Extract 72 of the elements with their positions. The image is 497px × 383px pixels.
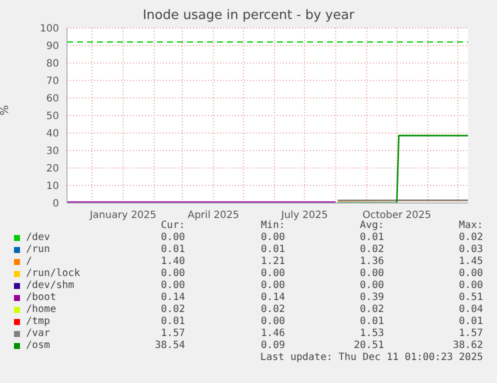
text: 0.00 (260, 268, 285, 279)
x-tick-label: January 2025 (88, 210, 156, 222)
legend-label: /home (26, 304, 56, 315)
text: 0.09 (260, 340, 285, 351)
legend-label: /var (26, 328, 50, 339)
y-axis-title: % (0, 105, 11, 116)
y-tick-label: 10 (46, 181, 59, 192)
text: 1.45 (458, 256, 483, 267)
text: 0.01 (458, 316, 483, 327)
text: 1.40 (160, 256, 185, 267)
legend-label: /dev/shm (26, 280, 74, 291)
text: 0.00 (160, 268, 185, 279)
text: Min: (260, 220, 285, 231)
legend-label: /boot (26, 292, 56, 303)
text: 0.00 (260, 316, 285, 327)
legend-label: /dev (26, 232, 50, 243)
y-tick-label: 0 (52, 198, 59, 210)
text: Avg: (360, 220, 384, 231)
y-tick-label: 70 (46, 76, 59, 88)
text: 1.36 (360, 256, 384, 267)
legend-label: /run/lock (26, 268, 80, 279)
y-tick-label: 80 (46, 58, 59, 70)
y-tick-label: 100 (40, 24, 59, 35)
text: 0.00 (260, 280, 285, 291)
chart-title: Inode usage in percent - by year (142, 8, 356, 23)
text: 0.51 (458, 292, 483, 303)
text: 0.02 (360, 244, 384, 255)
y-tick-label: 60 (46, 94, 59, 105)
text: 0.04 (458, 304, 483, 315)
text: 0.03 (458, 244, 483, 255)
text: 0.00 (160, 232, 185, 243)
text: Last update: Thu Dec 11 01:00:23 2025 (260, 352, 483, 363)
y-tick-label: 90 (46, 41, 59, 52)
text: 1.21 (260, 256, 285, 267)
text: 38.54 (154, 340, 185, 351)
y-tick-label: 20 (46, 164, 59, 175)
y-tick-label: 40 (46, 128, 59, 140)
text: 0.00 (360, 280, 384, 291)
text: Max: (458, 220, 483, 231)
x-tick-label: April 2025 (188, 210, 240, 222)
text: 0.02 (458, 232, 483, 243)
text: 20.51 (354, 340, 384, 351)
legend-label: / (26, 256, 32, 267)
text: 0.01 (160, 316, 185, 327)
text: 0.01 (360, 316, 384, 327)
text: 0.00 (260, 232, 285, 243)
x-tick-label: July 2025 (280, 210, 328, 222)
text: Cur: (160, 220, 185, 231)
text: 0.00 (360, 268, 384, 279)
text: 38.62 (452, 340, 483, 351)
text: 1.46 (260, 328, 285, 339)
text: 0.00 (160, 280, 185, 291)
text: 1.53 (360, 328, 384, 339)
text: 0.39 (360, 292, 384, 303)
text: 0.02 (360, 304, 384, 315)
text: 0.01 (160, 244, 185, 255)
text: 0.01 (260, 244, 285, 255)
text: 1.57 (160, 328, 185, 339)
legend-label: /osm (26, 340, 50, 351)
text: 0.00 (458, 280, 483, 291)
text: 0.02 (260, 304, 285, 315)
text: 0.00 (458, 268, 483, 279)
legend-label: /run (26, 244, 50, 255)
text: 0.02 (160, 304, 185, 315)
text: 1.57 (458, 328, 483, 339)
text: 0.14 (160, 292, 185, 303)
text: 0.01 (360, 232, 384, 243)
text: 0.14 (260, 292, 285, 303)
x-tick-label: October 2025 (362, 210, 432, 222)
y-tick-label: 30 (46, 146, 59, 158)
y-tick-label: 50 (46, 111, 59, 122)
legend-label: /tmp (26, 316, 50, 327)
